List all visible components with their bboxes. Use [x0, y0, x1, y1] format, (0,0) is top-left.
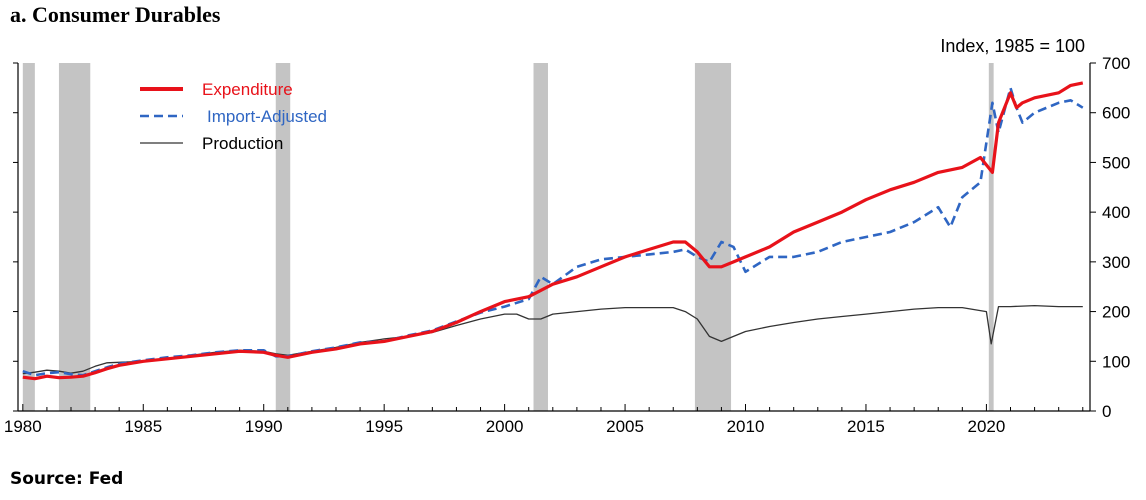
y-tick-label: 0 [1102, 402, 1111, 421]
recession-band [533, 63, 548, 411]
x-tick-label: 2005 [606, 417, 644, 436]
chart-title: a. Consumer Durables [10, 2, 221, 27]
recession-band [58, 63, 91, 411]
x-tick-label: 2020 [967, 417, 1005, 436]
legend-label: Expenditure [202, 80, 293, 99]
recession-bands [22, 63, 994, 411]
recession-band [275, 63, 291, 411]
x-tick-label: 1985 [124, 417, 162, 436]
legend-label: Import-Adjusted [207, 107, 327, 126]
series-line-production [22, 304, 1083, 375]
y-tick-label: 500 [1102, 153, 1130, 172]
source-note: Source: Fed [10, 469, 124, 489]
y-axis-unit-label: Index, 1985 = 100 [940, 36, 1085, 56]
recession-band [22, 63, 35, 411]
y-tick-label: 600 [1102, 104, 1130, 123]
x-tick-label: 2015 [847, 417, 885, 436]
x-tick-label: 1990 [245, 417, 283, 436]
x-tick-label: 1980 [4, 417, 42, 436]
recession-band [694, 63, 732, 411]
y-tick-label: 200 [1102, 303, 1130, 322]
series-line-expenditure [22, 81, 1084, 381]
y-tick-label: 100 [1102, 352, 1130, 371]
axes: 0 100 200 300 400 500 600 700 1980 1985 1990 1995 20… [4, 54, 1130, 436]
series-line-import-adjusted [22, 86, 1084, 377]
x-tick-label: 2010 [727, 417, 765, 436]
series-lines [22, 81, 1084, 381]
legend: Expenditure Import-Adjusted Production [140, 80, 327, 153]
x-tick-label: 2000 [486, 417, 524, 436]
y-tick-label: 300 [1102, 253, 1130, 272]
recession-band [988, 63, 994, 411]
x-tick-label: 1995 [365, 417, 403, 436]
y-tick-label: 400 [1102, 203, 1130, 222]
y-tick-label: 700 [1102, 54, 1130, 73]
legend-label: Production [202, 134, 283, 153]
